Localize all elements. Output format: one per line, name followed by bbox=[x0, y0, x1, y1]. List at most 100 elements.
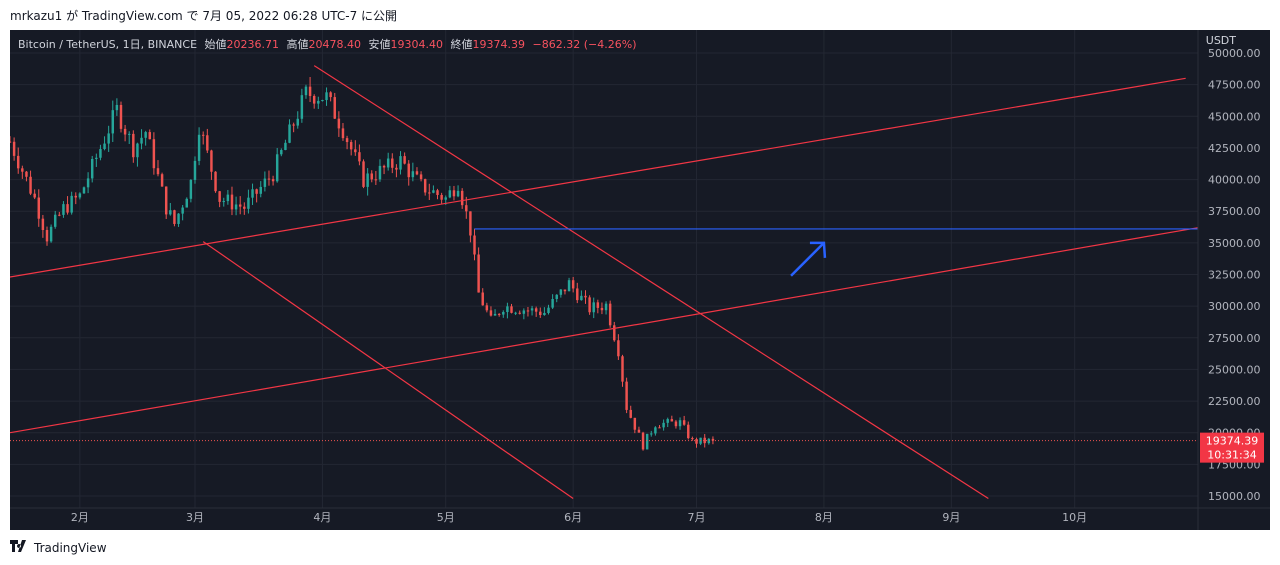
candle-body bbox=[485, 305, 489, 311]
candle-body bbox=[156, 168, 160, 175]
candle-body bbox=[218, 191, 221, 202]
candle-body bbox=[181, 207, 184, 214]
candle-body bbox=[337, 118, 341, 129]
candle-body bbox=[341, 128, 345, 139]
candle-body bbox=[169, 210, 172, 215]
time-tick-label: 7月 bbox=[687, 511, 705, 524]
candle-body bbox=[288, 124, 291, 143]
candle-body bbox=[366, 173, 369, 187]
candle-body bbox=[103, 143, 106, 150]
candle-body bbox=[440, 194, 443, 200]
candle-body bbox=[477, 254, 480, 293]
price-tick-label: 25000.00 bbox=[1208, 363, 1261, 376]
candle-body bbox=[395, 167, 398, 170]
footer-brand: TradingView bbox=[34, 541, 107, 555]
candle-body bbox=[691, 438, 694, 440]
candle-body bbox=[160, 174, 164, 187]
chart-canvas[interactable]: 50000.00 47500.00 45000.00 42500.00 40000.00… bbox=[10, 30, 1270, 530]
candle-body bbox=[592, 302, 595, 313]
candle-body bbox=[206, 135, 209, 151]
candle-body bbox=[460, 190, 464, 206]
candle-body bbox=[473, 235, 476, 255]
candle-body bbox=[173, 210, 176, 224]
last-price-badge[interactable] bbox=[1200, 432, 1264, 463]
price-tick-label: 22500.00 bbox=[1208, 395, 1261, 408]
legend-open-label: 始値 bbox=[204, 38, 227, 51]
candle-body bbox=[399, 156, 402, 170]
candle-body bbox=[214, 171, 217, 192]
candle-body bbox=[53, 214, 57, 227]
candle-body bbox=[539, 311, 542, 316]
candle-body bbox=[510, 306, 513, 313]
candle-body bbox=[296, 118, 299, 126]
price-axis-unit[interactable]: USDT bbox=[1205, 34, 1236, 47]
candle-body bbox=[674, 421, 678, 427]
candle-body bbox=[25, 171, 28, 177]
candle-body bbox=[127, 133, 131, 135]
legend-change: −862.32 (−4.26%) bbox=[532, 38, 637, 51]
candle-body bbox=[263, 178, 267, 187]
up-arrow-icon[interactable] bbox=[790, 241, 827, 277]
time-tick-label: 5月 bbox=[437, 511, 455, 524]
legend-symbol[interactable]: Bitcoin / TetherUS, 1日, BINANCE bbox=[18, 38, 198, 51]
candle-body bbox=[177, 213, 180, 224]
candle-body bbox=[711, 438, 715, 441]
candle-body bbox=[243, 206, 246, 209]
chart-panel[interactable]: 50000.00 47500.00 45000.00 42500.00 40000.00… bbox=[10, 30, 1270, 530]
candle-body bbox=[45, 230, 49, 242]
lower-channel-line[interactable] bbox=[10, 227, 1199, 434]
price-tick-label: 37500.00 bbox=[1208, 205, 1261, 218]
tradingview-logo-icon bbox=[10, 540, 30, 556]
arrow-shaft bbox=[790, 241, 825, 277]
candle-body bbox=[29, 176, 32, 194]
legend-low-label: 安値 bbox=[368, 38, 391, 51]
candle-body bbox=[271, 179, 275, 182]
candle-body bbox=[370, 173, 373, 180]
legend-close-label: 終値 bbox=[450, 38, 473, 51]
candle-body bbox=[354, 149, 357, 153]
candle-body bbox=[107, 133, 110, 144]
candle-body bbox=[234, 204, 238, 210]
price-tick-label: 32500.00 bbox=[1208, 269, 1261, 282]
candle-body bbox=[247, 197, 250, 209]
candle-body bbox=[650, 433, 653, 435]
candle-body bbox=[321, 100, 324, 102]
candle-body bbox=[99, 149, 102, 158]
candle-body bbox=[140, 137, 143, 144]
descending-resistance-line[interactable] bbox=[313, 65, 989, 500]
candle-body bbox=[222, 201, 225, 203]
arrow-head bbox=[809, 241, 827, 258]
candle-body bbox=[358, 152, 361, 162]
candle-body bbox=[666, 419, 669, 423]
candle-body bbox=[251, 189, 254, 198]
tradingview-logo[interactable]: TradingView bbox=[10, 540, 107, 556]
price-tick-label: 27500.00 bbox=[1208, 332, 1261, 345]
candle-body bbox=[621, 356, 624, 382]
candle-body bbox=[456, 190, 460, 197]
candle-body bbox=[201, 134, 205, 136]
bar-countdown: 10:31:34 bbox=[1207, 449, 1256, 462]
candle-body bbox=[123, 128, 127, 135]
candle-body bbox=[580, 295, 583, 301]
candle-body bbox=[617, 340, 620, 357]
candle-body bbox=[481, 292, 484, 306]
candle-body bbox=[333, 97, 336, 119]
candle-body bbox=[658, 427, 661, 429]
candle-body bbox=[629, 409, 632, 418]
candle-body bbox=[497, 313, 501, 315]
price-tick-label: 50000.00 bbox=[1208, 47, 1261, 60]
candle-body bbox=[119, 104, 123, 129]
candle-body bbox=[312, 95, 316, 104]
time-tick-label: 2月 bbox=[71, 511, 89, 524]
price-tick-label: 40000.00 bbox=[1208, 174, 1261, 187]
candle-body bbox=[16, 155, 20, 169]
descending-lower-line[interactable] bbox=[202, 241, 574, 500]
publish-credit: mrkazu1 が TradingView.com で 7月 05, 2022 … bbox=[10, 9, 398, 23]
candle-body bbox=[555, 294, 558, 300]
candle-body bbox=[571, 280, 575, 289]
candle-body bbox=[10, 141, 12, 143]
candle-body bbox=[70, 195, 73, 213]
candle-body bbox=[148, 132, 151, 140]
candle-body bbox=[682, 420, 686, 425]
candle-body bbox=[95, 157, 98, 160]
